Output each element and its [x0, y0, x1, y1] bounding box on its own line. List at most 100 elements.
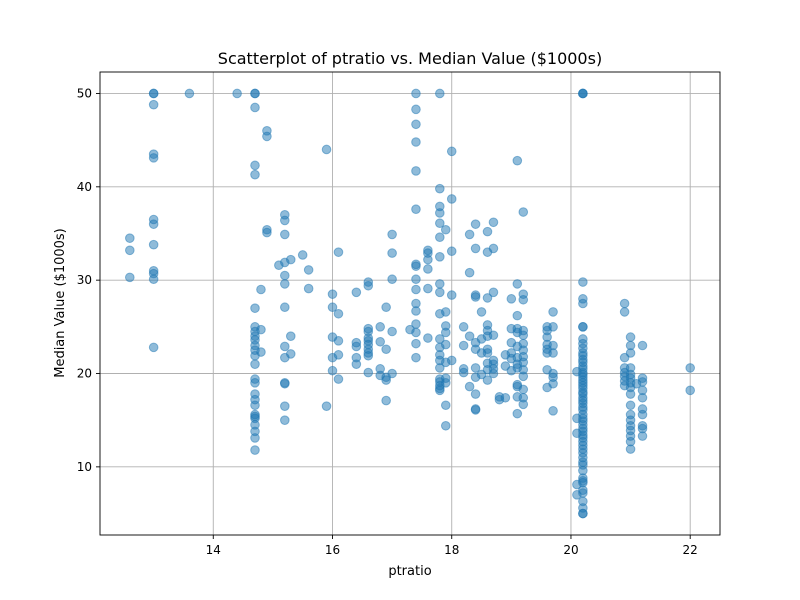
data-point — [184, 88, 195, 99]
data-point — [411, 274, 421, 285]
data-point — [303, 265, 314, 275]
data-point — [148, 153, 159, 163]
data-point — [280, 401, 290, 411]
data-point — [280, 215, 290, 226]
data-point — [446, 246, 457, 257]
data-point — [280, 415, 290, 425]
data-point — [440, 327, 451, 338]
data-point — [548, 322, 558, 332]
data-point — [333, 350, 344, 360]
data-point — [435, 183, 445, 194]
data-point — [548, 348, 558, 358]
data-point — [488, 243, 499, 254]
data-point — [285, 331, 296, 341]
data-point — [470, 405, 481, 415]
data-point — [387, 248, 397, 258]
data-point — [381, 375, 391, 385]
y-tick-label: 40 — [77, 180, 92, 194]
data-point — [578, 488, 588, 498]
data-point — [518, 294, 529, 305]
data-point — [148, 219, 159, 229]
data-point — [578, 298, 588, 309]
data-point — [297, 250, 308, 260]
data-point — [464, 267, 475, 278]
x-tick-label: 18 — [444, 543, 459, 557]
data-point — [387, 274, 397, 285]
data-point — [285, 349, 296, 359]
data-point — [578, 322, 588, 332]
data-point — [637, 431, 648, 441]
data-point — [435, 385, 445, 396]
data-point — [280, 341, 290, 352]
x-axis-label: ptratio — [388, 564, 431, 579]
data-point — [482, 293, 493, 303]
data-point — [148, 239, 159, 250]
data-point — [327, 302, 338, 313]
data-point — [375, 336, 385, 347]
data-point — [333, 308, 344, 319]
data-point — [482, 226, 493, 237]
data-point — [125, 233, 135, 243]
plot-area-frame — [99, 71, 721, 536]
data-point — [125, 245, 135, 256]
data-point — [411, 306, 421, 316]
data-point — [250, 378, 260, 388]
data-point — [280, 229, 290, 240]
data-point — [470, 292, 481, 302]
data-point — [280, 279, 290, 289]
data-point — [518, 371, 529, 382]
data-point — [464, 229, 475, 240]
y-axis-label: Median Value ($1000s) — [53, 228, 68, 378]
data-point — [578, 277, 588, 287]
data-point — [333, 247, 344, 257]
data-point — [333, 336, 344, 346]
data-point — [262, 227, 272, 238]
data-point — [435, 208, 445, 218]
data-point — [470, 219, 481, 229]
data-point — [363, 350, 374, 361]
data-point — [256, 284, 266, 295]
data-point — [685, 385, 695, 396]
data-point — [619, 298, 630, 309]
data-point — [435, 88, 445, 99]
data-point — [625, 444, 636, 454]
data-point — [411, 327, 421, 338]
data-point — [375, 322, 385, 332]
data-point — [488, 368, 499, 379]
y-tick-label: 30 — [77, 273, 92, 287]
data-point — [148, 342, 159, 353]
data-point — [548, 406, 558, 416]
data-point — [518, 399, 529, 410]
data-point — [333, 374, 344, 384]
data-point — [440, 307, 451, 317]
data-point — [500, 392, 511, 403]
data-point — [256, 324, 266, 335]
x-tick-label: 22 — [683, 543, 698, 557]
data-point — [411, 338, 421, 349]
data-point — [578, 508, 588, 519]
data-point — [280, 270, 290, 281]
data-point — [548, 307, 558, 317]
data-point — [435, 252, 445, 262]
data-point — [327, 289, 338, 299]
data-point — [351, 287, 362, 298]
data-point — [518, 207, 529, 217]
data-point — [446, 355, 457, 366]
data-point — [250, 433, 260, 443]
data-point — [303, 283, 314, 294]
data-point — [470, 389, 481, 399]
data-point — [148, 99, 159, 110]
data-point — [482, 348, 493, 358]
data-point — [411, 284, 421, 295]
data-point — [625, 400, 636, 411]
data-point — [423, 254, 433, 265]
data-point — [637, 392, 648, 403]
data-point — [285, 254, 296, 265]
data-point — [387, 326, 397, 337]
data-point — [280, 302, 290, 313]
data-point — [423, 333, 433, 343]
data-point — [411, 104, 421, 115]
data-point — [250, 88, 260, 99]
data-point — [625, 348, 636, 358]
data-point — [488, 217, 499, 228]
